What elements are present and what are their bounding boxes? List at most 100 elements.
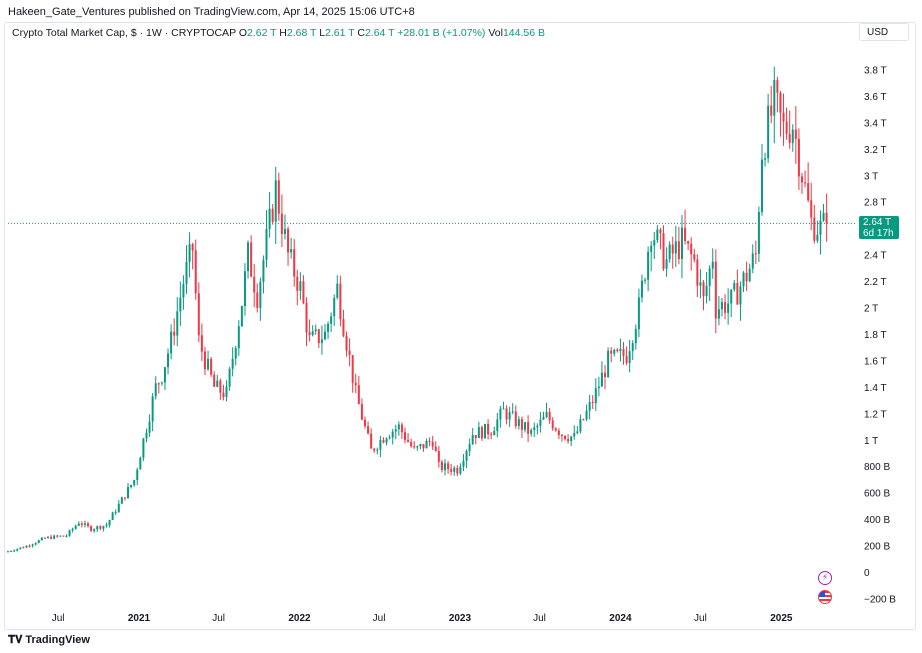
candle-body (234, 348, 237, 359)
candle-body (320, 339, 323, 344)
candle-body (656, 229, 659, 241)
candle (557, 428, 560, 440)
candle (668, 241, 671, 263)
candle (591, 395, 594, 410)
candle (139, 456, 142, 470)
candle-body (237, 326, 240, 349)
candle (145, 428, 148, 443)
candle-body (665, 259, 668, 269)
candle (394, 424, 397, 440)
candle-body (167, 353, 170, 368)
candle (37, 539, 40, 544)
candle-body (825, 212, 828, 224)
candle-body (517, 419, 520, 427)
candle-body (567, 439, 570, 442)
candle-body (650, 245, 653, 252)
us-flag-icon[interactable] (818, 590, 832, 604)
candle-body (687, 241, 690, 244)
candle (185, 245, 188, 294)
legend-close-label: C (357, 27, 365, 39)
candle-body (456, 467, 459, 474)
candle-body (782, 112, 785, 122)
candle-body (640, 280, 643, 298)
candle-body (419, 444, 422, 447)
candle-body (274, 180, 277, 222)
candle-body (367, 426, 370, 434)
y-tick-label: 2.4 T (864, 251, 887, 262)
candle-body (502, 408, 505, 410)
candle-body (197, 293, 200, 336)
candle-body (745, 272, 748, 282)
candle (142, 437, 145, 462)
candle-body (474, 435, 477, 439)
candle (499, 405, 502, 428)
candle (524, 422, 527, 433)
candle-body (794, 129, 797, 139)
candle-body (185, 261, 188, 285)
legend-close-value: 2.64 T (364, 27, 395, 39)
candle (791, 124, 794, 152)
candle (363, 416, 366, 429)
tradingview-logo[interactable]: 𝐓𝐕 TradingView (8, 634, 90, 647)
candle (22, 546, 25, 549)
candle-body (644, 279, 647, 281)
lightning-icon[interactable]: ⚡ (818, 571, 832, 585)
candle-body (170, 331, 173, 354)
y-tick-label: 1 T (864, 436, 878, 447)
y-tick-label: 1.6 T (864, 356, 887, 367)
candle (444, 458, 447, 476)
candle (93, 528, 96, 533)
x-tick-label: 2024 (609, 613, 632, 624)
candle-body (444, 463, 447, 470)
x-tick-label: Jul (694, 613, 707, 624)
candle-body (668, 244, 671, 260)
legend-title[interactable]: Crypto Total Market Cap, $ · 1W · CRYPTO… (12, 27, 236, 39)
candle-body (699, 282, 702, 286)
candle (450, 463, 453, 476)
candle (114, 509, 117, 516)
candle (231, 347, 234, 377)
candle-body (524, 422, 527, 430)
candle (268, 191, 271, 238)
candle (493, 426, 496, 436)
candle (699, 269, 702, 299)
candle (243, 263, 246, 316)
candle-body (696, 259, 699, 286)
candle (637, 288, 640, 338)
candle-body (416, 446, 419, 448)
candle-body (514, 411, 517, 427)
candle (308, 319, 311, 342)
candle-body (370, 433, 373, 449)
candle (271, 204, 274, 225)
candle (102, 525, 105, 532)
candle-body (447, 463, 450, 469)
candle (219, 378, 222, 400)
candle (754, 240, 757, 265)
x-tick-label: 2021 (128, 613, 151, 624)
y-tick-label: 3.8 T (864, 65, 887, 76)
candle (671, 236, 674, 269)
candle (105, 522, 108, 528)
candle-body (542, 417, 545, 420)
candle-body (480, 427, 483, 439)
candle-body (142, 438, 145, 458)
candle (287, 226, 290, 266)
candle (539, 412, 542, 433)
candle-body (813, 217, 816, 241)
candle (10, 550, 13, 553)
candle (600, 361, 603, 387)
candle (77, 521, 80, 527)
candle-body (557, 430, 560, 435)
candle (477, 421, 480, 439)
y-tick-label: 400 B (864, 515, 890, 526)
candle-body (585, 410, 588, 420)
candle-body (714, 261, 717, 319)
candle (462, 453, 465, 472)
candle (567, 434, 570, 444)
candle-body (536, 425, 539, 428)
candle (108, 519, 111, 528)
candle-body (200, 335, 203, 352)
candle (302, 275, 305, 305)
currency-button[interactable]: USD (859, 23, 909, 41)
